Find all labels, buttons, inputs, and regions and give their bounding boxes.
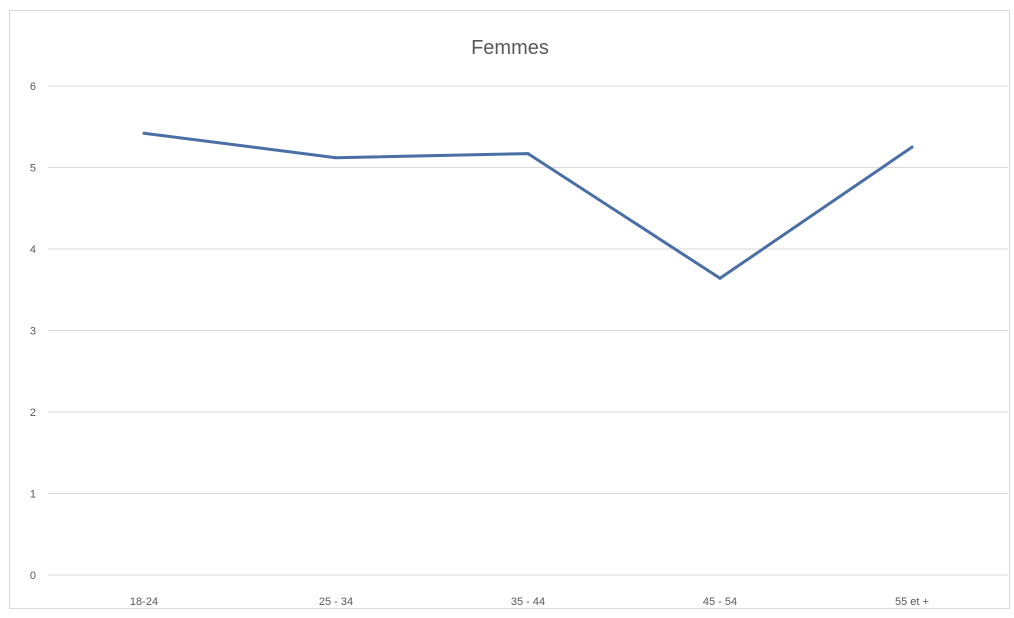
data-point [910, 145, 914, 149]
y-axis-tick-labels: 0 1 2 3 4 5 6 [30, 81, 36, 582]
y-tick-label: 0 [30, 570, 36, 582]
data-point [334, 156, 338, 160]
y-tick-label: 5 [30, 163, 36, 175]
x-tick-label: 25 - 34 [319, 596, 353, 608]
y-tick-label: 1 [30, 489, 36, 501]
data-point [526, 152, 530, 156]
y-tick-label: 6 [30, 81, 36, 93]
x-tick-label: 35 - 44 [511, 596, 545, 608]
x-tick-label: 18-24 [130, 596, 158, 608]
data-point [142, 131, 146, 135]
data-point [718, 276, 722, 280]
x-tick-label: 45 - 54 [703, 596, 737, 608]
y-tick-label: 4 [30, 244, 36, 256]
x-axis-tick-labels: 18-24 25 - 34 35 - 44 45 - 54 55 et + [130, 596, 929, 608]
chart-frame [9, 10, 1010, 609]
series-layer [142, 131, 914, 280]
x-tick-label: 55 et + [895, 596, 929, 608]
gridlines [48, 85, 1008, 576]
y-tick-label: 3 [30, 326, 36, 338]
y-tick-label: 2 [30, 407, 36, 419]
chart-title: Femmes [471, 37, 549, 59]
